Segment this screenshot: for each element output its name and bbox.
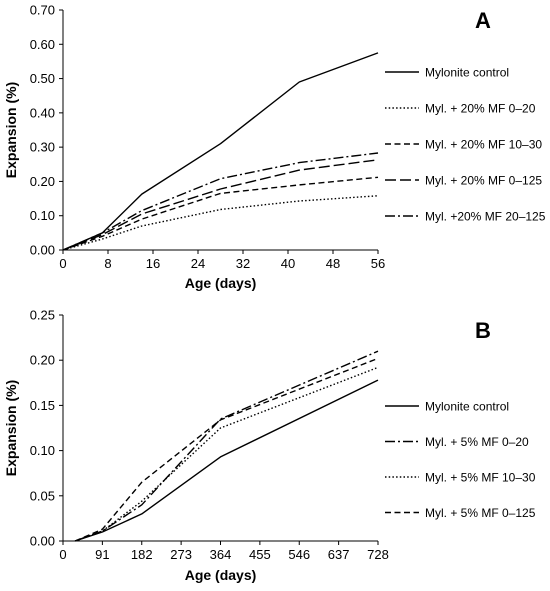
legend-entry: Mylonite control [425,66,509,80]
y-tick-label: 0.30 [30,140,55,155]
x-tick-label: 182 [131,547,153,562]
x-tick-label: 273 [170,547,192,562]
x-tick-label: 16 [146,256,160,271]
x-tick-label: 364 [210,547,232,562]
y-tick-label: 0.10 [30,443,55,458]
series-line-4 [62,159,379,251]
legend-entry: Myl. + 5% MF 0–20 [425,435,529,449]
legend-entry: Mylonite control [425,400,509,414]
series-line-4 [74,357,379,542]
y-axis-label: Expansion (%) [3,380,19,476]
series-line-3 [74,366,379,542]
legend-entry: Myl. + 20% MF 0–20 [425,102,536,116]
x-axis-label: Age (days) [185,567,257,583]
y-tick-label: 0.00 [30,243,55,258]
y-tick-label: 0.20 [30,353,55,368]
y-tick-label: 0.60 [30,37,55,52]
panel-letter: B [475,318,491,343]
x-tick-label: 728 [367,547,389,562]
series-line-1 [62,52,379,251]
x-tick-label: 8 [104,256,111,271]
y-axis-label: Expansion (%) [3,82,19,178]
y-tick-label: 0.25 [30,308,55,323]
series-line-5 [62,152,379,251]
x-tick-label: 40 [281,256,295,271]
y-tick-label: 0.40 [30,105,55,120]
y-tick-label: 0.05 [30,488,55,503]
y-tick-label: 0.70 [30,3,55,18]
x-tick-label: 32 [236,256,250,271]
legend-entry: Myl. + 20% MF 10–30 [425,138,542,152]
y-tick-label: 0.15 [30,398,55,413]
chart-panel-a: 0.00 0.10 0.20 0.30 0.40 0.50 0.60 0.70 0 8 16 24 32… [3,3,546,292]
panel-letter: A [475,8,491,33]
x-tick-label: 546 [288,547,310,562]
series-line-3 [62,176,379,251]
x-tick-label: 24 [191,256,205,271]
series-line-2 [74,350,379,542]
legend-entry: Myl. +20% MF 20–125 [425,210,546,224]
x-tick-label: 455 [249,547,271,562]
x-tick-label: 0 [59,256,66,271]
series-line-2 [62,195,379,251]
y-tick-label: 0.10 [30,208,55,223]
y-tick-label: 0.20 [30,174,55,189]
x-axis-label: Age (days) [185,275,257,291]
x-tick-label: 637 [328,547,350,562]
legend-entry: Myl. + 5% MF 10–30 [425,471,536,485]
legend-entry: Myl. + 5% MF 0–125 [425,506,536,520]
x-tick-label: 91 [95,547,109,562]
x-tick-label: 48 [326,256,340,271]
legend-entry: Myl. + 20% MF 0–125 [425,174,542,188]
y-tick-label: 0.00 [30,534,55,549]
x-tick-label: 56 [371,256,385,271]
chart-panel-b: 0.00 0.05 0.10 0.15 0.20 0.25 0 91 182 273 364 455 5… [3,308,536,584]
y-tick-label: 0.50 [30,71,55,86]
x-tick-label: 0 [59,547,66,562]
